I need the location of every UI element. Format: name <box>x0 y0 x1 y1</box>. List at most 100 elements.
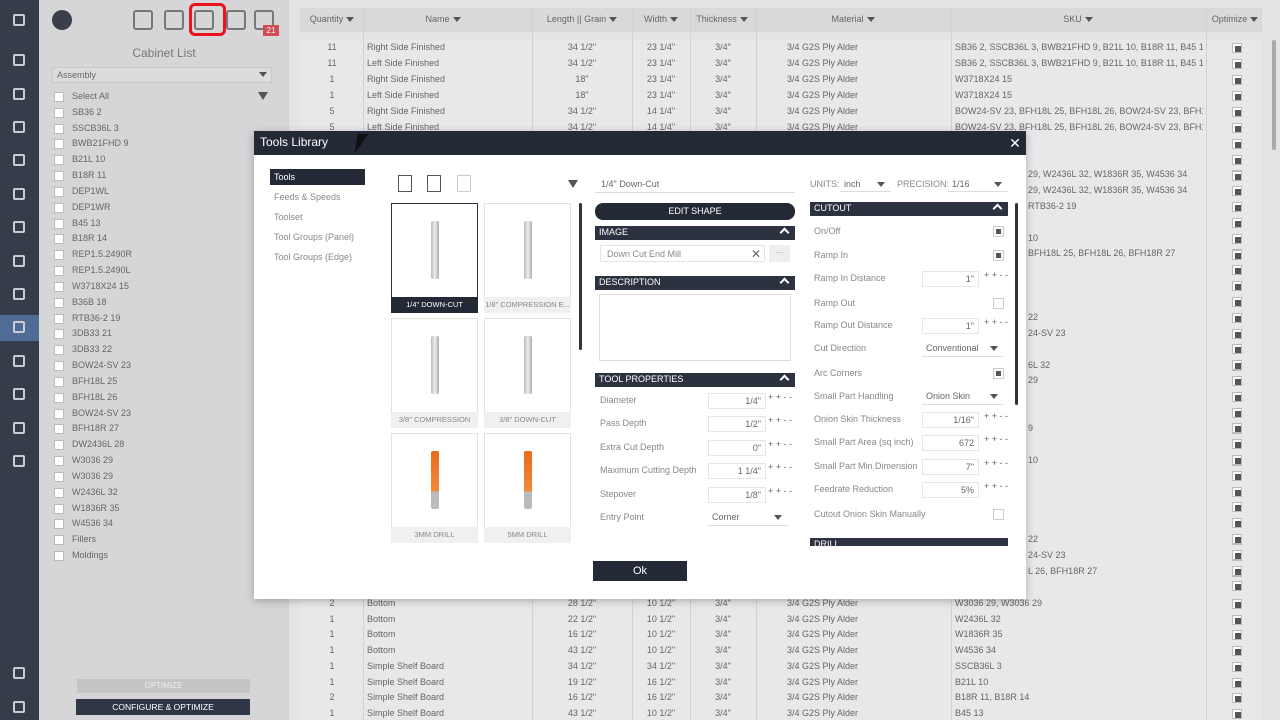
checkbox[interactable] <box>1232 328 1242 339</box>
toolbar-icon[interactable] <box>133 10 153 30</box>
precision-select[interactable]: 1/16 <box>948 176 1008 192</box>
checkbox[interactable] <box>1232 75 1242 85</box>
spinner[interactable]: + + - - <box>768 415 793 426</box>
column-header[interactable]: Thickness <box>662 14 782 24</box>
cabinet-item[interactable]: Fillers <box>72 534 96 545</box>
number-input[interactable]: 1/8" <box>708 486 766 503</box>
cabinet-item[interactable]: SSCB36L 3 <box>72 122 119 133</box>
cabinet-item[interactable]: 3DB33 22 <box>72 344 113 355</box>
checkbox[interactable] <box>1232 91 1242 101</box>
checkbox[interactable] <box>54 440 64 451</box>
checkbox[interactable] <box>54 313 64 324</box>
cabinet-item[interactable]: W3036 29 <box>72 455 114 466</box>
cabinet-item[interactable]: 3DB33 21 <box>72 328 113 339</box>
checkbox[interactable] <box>54 456 64 467</box>
checkbox[interactable] <box>54 281 64 292</box>
number-input[interactable]: 1 1/4" <box>708 463 766 480</box>
checkbox[interactable] <box>54 123 64 134</box>
ok-button[interactable]: Ok <box>593 561 687 581</box>
toolbar-icon[interactable] <box>164 10 184 30</box>
cabinet-item[interactable]: B18R 11 <box>72 170 107 181</box>
checkbox[interactable] <box>54 345 64 356</box>
checkbox[interactable] <box>1232 233 1242 244</box>
cabinet-item[interactable]: W3036 29 <box>72 470 114 481</box>
cabinet-item[interactable]: Select All <box>72 91 110 101</box>
filter-icon[interactable] <box>568 180 578 188</box>
checkbox[interactable] <box>54 408 64 419</box>
number-input[interactable]: 1/2" <box>708 416 766 433</box>
checkbox[interactable] <box>1232 218 1242 228</box>
spinner[interactable]: + + - - <box>984 411 1009 421</box>
cabinet-item[interactable]: W4536 34 <box>72 518 114 529</box>
number-input[interactable]: 7" <box>922 459 979 475</box>
sidebar-icon[interactable] <box>13 188 25 200</box>
delete-icon[interactable] <box>457 175 471 192</box>
checkbox[interactable] <box>993 368 1004 379</box>
optimize-button[interactable]: OPTIMIZE <box>77 679 250 693</box>
sidebar-icon[interactable] <box>13 288 25 300</box>
checkbox[interactable] <box>54 392 64 403</box>
checkbox[interactable] <box>54 424 64 435</box>
filter-icon[interactable] <box>258 92 268 100</box>
cabinet-item[interactable]: BFH18R 27 <box>72 423 120 434</box>
tool-name-input[interactable]: 1/4" Down-Cut <box>595 176 795 193</box>
checkbox[interactable] <box>993 298 1004 309</box>
checkbox[interactable] <box>1232 344 1242 355</box>
nav-item[interactable]: Toolset <box>274 212 303 222</box>
checkbox[interactable] <box>54 107 64 118</box>
checkbox[interactable] <box>1232 139 1242 149</box>
checkbox[interactable] <box>1232 486 1242 497</box>
checkbox[interactable] <box>1232 630 1242 641</box>
sidebar-icon[interactable] <box>13 701 25 713</box>
sidebar-icon[interactable] <box>13 355 25 367</box>
checkbox[interactable] <box>993 509 1004 520</box>
sidebar-icon[interactable] <box>13 121 25 133</box>
checkbox[interactable] <box>1232 376 1242 386</box>
spinner[interactable]: + + - - <box>768 462 793 473</box>
browse-button[interactable]: ... <box>769 245 790 262</box>
checkbox[interactable] <box>1232 599 1242 609</box>
image-input[interactable]: Down Cut End Mill <box>600 245 765 262</box>
sidebar-icon[interactable] <box>13 154 25 166</box>
nav-item[interactable]: Tool Groups (Panel) <box>274 232 355 242</box>
spinner[interactable]: + + - - <box>984 317 1009 327</box>
checkbox[interactable] <box>1232 455 1242 465</box>
checkbox[interactable] <box>1232 312 1242 323</box>
cabinet-item[interactable]: W3718X24 15 <box>72 280 130 291</box>
cabinet-item[interactable]: B45 13 <box>72 217 101 228</box>
configure-button[interactable]: CONFIGURE & OPTIMIZE <box>76 699 250 715</box>
number-input[interactable]: 5% <box>922 482 979 498</box>
sidebar-icon[interactable] <box>13 255 25 267</box>
checkbox[interactable] <box>54 155 64 166</box>
column-header[interactable]: Quantity <box>272 14 392 24</box>
checkbox[interactable] <box>1232 708 1242 719</box>
checkbox[interactable] <box>54 186 64 197</box>
checkbox[interactable] <box>1232 265 1242 276</box>
select-input[interactable]: Corner <box>708 510 788 526</box>
checkbox[interactable] <box>54 535 64 546</box>
number-input[interactable]: 1/16" <box>922 412 979 428</box>
number-input[interactable]: 0" <box>708 439 766 456</box>
cabinet-item[interactable]: W1836R 35 <box>72 502 120 513</box>
checkbox[interactable] <box>1232 170 1242 181</box>
checkbox[interactable] <box>54 376 64 387</box>
checkbox[interactable] <box>54 519 64 530</box>
checkbox[interactable] <box>1232 107 1242 117</box>
spinner[interactable]: + + - - <box>984 434 1009 444</box>
cabinet-item[interactable]: B36B 18 <box>72 296 107 307</box>
sidebar-icon[interactable] <box>13 221 25 233</box>
spinner[interactable]: + + - - <box>984 458 1009 468</box>
spinner[interactable]: + + - - <box>768 392 793 402</box>
cabinet-item[interactable]: DW2436L 28 <box>72 439 125 450</box>
sidebar-icon[interactable] <box>13 455 25 467</box>
description-input[interactable] <box>599 294 791 361</box>
checkbox[interactable] <box>1232 646 1242 657</box>
checkbox[interactable] <box>54 234 64 245</box>
checkbox[interactable] <box>54 297 64 308</box>
cabinet-item[interactable]: B21L 10 <box>72 154 106 165</box>
column-header[interactable]: Optimize <box>1175 14 1280 24</box>
checkbox[interactable] <box>1232 360 1242 371</box>
cabinet-item[interactable]: DEP1WL <box>72 185 110 196</box>
checkbox[interactable] <box>1232 202 1242 213</box>
checkbox[interactable] <box>54 218 64 229</box>
